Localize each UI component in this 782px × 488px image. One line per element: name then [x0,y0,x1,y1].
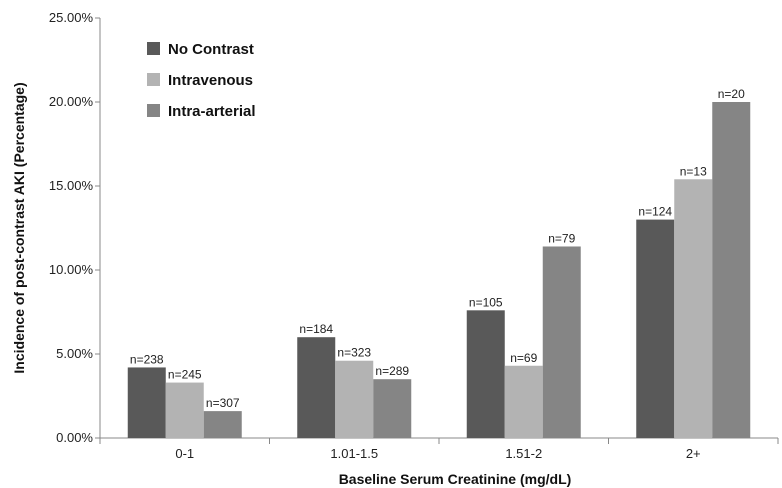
data-label: n=238 [130,352,164,366]
legend-swatch [147,104,160,117]
x-tick-label: 2+ [686,446,701,461]
bar [127,367,166,438]
bar [466,310,505,438]
y-tick-label: 15.00% [49,178,94,193]
y-axis-label: Incidence of post-contrast AKI (Percenta… [11,82,27,373]
y-tick-label: 10.00% [49,262,94,277]
bar [335,360,374,438]
x-axis-ticks: 0-1 1.01-1.5 1.51-2 2+ [99,438,779,461]
y-tick-label: 0.00% [56,430,93,445]
data-label: n=184 [299,322,333,336]
legend-label: Intra-arterial [168,103,256,120]
data-label: n=124 [638,205,672,219]
data-label: n=307 [206,396,240,410]
data-label: n=323 [337,346,371,360]
legend-swatch [147,73,160,86]
bar [636,219,675,438]
legend: No Contrast Intravenous Intra-arterial [147,41,256,120]
y-axis-ticks: 0.00% 5.00% 10.00% 15.00% 20.00% 25.00% [49,10,100,445]
x-tick-label: 0-1 [175,446,194,461]
bar [504,365,543,438]
bar [674,179,713,438]
y-tick-label: 5.00% [56,346,93,361]
bar [542,246,581,438]
legend-label: Intravenous [168,72,253,89]
bar [297,337,336,438]
bars [127,102,751,438]
legend-swatch [147,42,160,55]
bar [165,382,204,438]
data-label: n=245 [168,368,202,382]
x-axis-label: Baseline Serum Creatinine (mg/dL) [339,471,572,487]
data-labels: n=238 n=184 n=105 n=124 n=245 n=323 n=69 n=13 n=… [130,87,745,410]
data-label: n=79 [548,231,575,245]
x-tick-label: 1.01-1.5 [330,446,378,461]
data-label: n=105 [469,295,503,309]
bar [712,102,751,438]
data-label: n=20 [718,87,745,101]
data-label: n=13 [680,164,707,178]
bar [203,411,242,438]
legend-label: No Contrast [168,41,254,58]
x-tick-label: 1.51-2 [505,446,542,461]
data-label: n=69 [510,351,537,365]
bar [373,379,412,438]
y-tick-label: 20.00% [49,94,94,109]
data-label: n=289 [375,364,409,378]
y-tick-label: 25.00% [49,10,94,25]
